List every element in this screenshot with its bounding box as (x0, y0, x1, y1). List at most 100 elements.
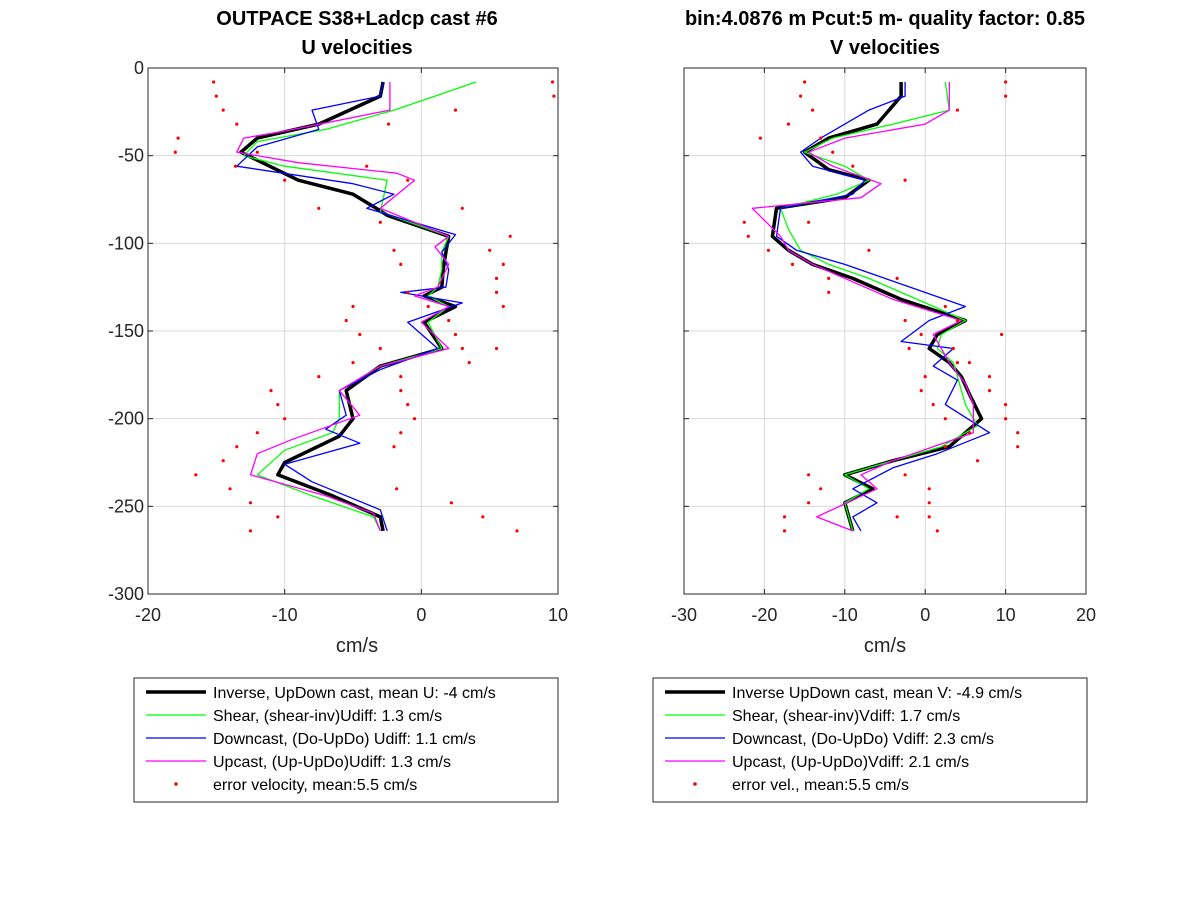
u-error-velocity-point (228, 487, 232, 491)
v-error-velocity-point (766, 248, 771, 252)
v-legend-label-inverse: Inverse UpDown cast, mean V: -4.9 cm/s (732, 685, 1022, 702)
u-velocity-plot: -20 -10 0 10-300-250-200-150-100-500 (108, 58, 568, 625)
v-error-velocity-point (827, 276, 831, 280)
u-error-velocity-point (467, 361, 471, 365)
v-error-velocity-point (827, 290, 831, 294)
u-error-velocity-point (494, 290, 499, 294)
u-error-velocity-point (214, 94, 218, 98)
v-error-velocity-point (1004, 417, 1008, 421)
u-error-velocity-point (392, 445, 396, 449)
u-error-velocity-point (449, 501, 453, 505)
u-x-tick-label: 10 (548, 605, 568, 625)
u-x-tick-label: -20 (135, 605, 161, 625)
u-error-velocity-point (501, 262, 505, 266)
v-error-velocity-point (955, 108, 960, 112)
v-error-velocity-point (923, 375, 927, 379)
u-error-velocity-point (378, 346, 382, 351)
v-legend-label-error: error vel., mean:5.5 cm/s (732, 777, 909, 794)
v-error-velocity-point (1004, 94, 1008, 98)
v-error-velocity-point (819, 487, 823, 491)
u-error-velocity-point (176, 136, 180, 140)
u-legend-label-shear: Shear, (shear-inv)Udiff: 1.3 cm/s (213, 708, 442, 725)
v-x-tick-label: 0 (920, 605, 930, 625)
u-error-velocity-point (317, 375, 321, 379)
u-error-velocity-point (508, 234, 512, 238)
v-error-velocity-point (907, 346, 911, 351)
v-error-velocity-point (903, 473, 907, 477)
u-error-velocity-point (221, 108, 225, 112)
right-panel-subtitle: V velocities (830, 37, 940, 59)
v-x-tick-label: 10 (996, 605, 1016, 625)
v-legend-label-upcast: Upcast, (Up-UpDo)Vdiff: 2.1 cm/s (732, 754, 969, 771)
v-error-velocity-point (927, 487, 931, 491)
u-error-velocity-point (399, 389, 403, 393)
u-error-velocity-point (248, 501, 253, 505)
u-error-velocity-point (447, 318, 451, 323)
u-error-velocity-point (358, 332, 362, 337)
v-error-velocity-point (851, 164, 855, 168)
u-error-velocity-point (317, 206, 321, 210)
u-legend-marker-error (174, 782, 178, 786)
u-legend-label-downcast: Downcast, (Do-UpDo) Udiff: 1.1 cm/s (213, 731, 476, 748)
u-error-velocity-point (481, 515, 485, 519)
v-error-velocity-point (799, 94, 803, 98)
u-legend: Inverse, UpDown cast, mean U: -4 cm/s She… (133, 677, 559, 803)
v-error-velocity-point (831, 150, 835, 154)
u-y-tick-label: -100 (108, 233, 144, 253)
u-error-velocity-point (276, 403, 280, 407)
v-legend-box (652, 677, 1088, 803)
u-error-velocity-point (488, 248, 492, 252)
v-error-velocity-point (919, 332, 923, 337)
v-error-velocity-point (786, 122, 791, 126)
v-error-velocity-point (790, 262, 795, 266)
v-error-velocity-point (987, 375, 992, 379)
v-error-velocity-point (903, 178, 907, 182)
v-error-velocity-point (819, 136, 823, 140)
right-panel-title: bin:4.0876 m Pcut:5 m- quality factor: 0… (685, 8, 1085, 30)
v-legend-marker-error (693, 782, 697, 786)
u-error-velocity-point (386, 122, 391, 126)
v-error-velocity-point (1016, 445, 1020, 449)
u-legend-label-inverse: Inverse, UpDown cast, mean U: -4 cm/s (213, 685, 496, 702)
u-error-velocity-point (406, 290, 410, 294)
v-error-velocity-point (1004, 80, 1008, 84)
u-y-tick-label: -250 (108, 496, 144, 516)
u-legend-label-upcast: Upcast, (Up-UpDo)Udiff: 1.3 cm/s (213, 754, 451, 771)
v-shear-line (779, 81, 979, 532)
left-panel-title: OUTPACE S38+Ladcp cast #6 (216, 8, 497, 30)
v-error-velocity-point (943, 417, 947, 421)
u-y-tick-label: -200 (108, 409, 144, 429)
v-velocity-plot: -30 -20 -10 0 10 20 (671, 67, 1096, 625)
u-error-velocity-point (255, 431, 259, 435)
u-error-velocity-point (406, 403, 410, 407)
v-error-velocity-point (975, 459, 980, 463)
u-error-velocity-point (392, 248, 396, 252)
u-error-velocity-point (460, 346, 464, 351)
u-error-velocity-point (453, 332, 458, 337)
v-error-velocity-point (782, 515, 787, 519)
u-error-velocity-point (412, 417, 417, 421)
u-error-velocity-point (233, 164, 238, 168)
v-error-velocity-point (967, 431, 972, 435)
u-error-velocity-point (235, 445, 239, 449)
u-error-velocity-point (173, 150, 177, 154)
u-y-tick-label: -50 (118, 146, 144, 166)
v-error-velocity-point (867, 248, 871, 252)
v-error-velocity-point (927, 515, 931, 519)
v-x-tick-label: -10 (832, 605, 858, 625)
u-error-velocity-point (453, 108, 458, 112)
v-upcast-line (751, 82, 975, 532)
u-error-velocity-point (460, 206, 464, 210)
u-y-tick-label: 0 (134, 58, 144, 78)
u-error-velocity-point (235, 122, 239, 126)
u-x-tick-label: -10 (272, 605, 298, 625)
v-inverse-line (770, 82, 984, 532)
v-legend-label-downcast: Downcast, (Do-UpDo) Vdiff: 2.3 cm/s (732, 731, 994, 748)
u-error-velocity-point (365, 164, 369, 168)
v-x-tick-label: -20 (751, 605, 777, 625)
v-error-velocity-point (895, 276, 899, 280)
v-error-velocity-point (955, 361, 960, 365)
v-error-velocity-point (955, 318, 960, 323)
u-error-velocity-point (426, 304, 430, 309)
